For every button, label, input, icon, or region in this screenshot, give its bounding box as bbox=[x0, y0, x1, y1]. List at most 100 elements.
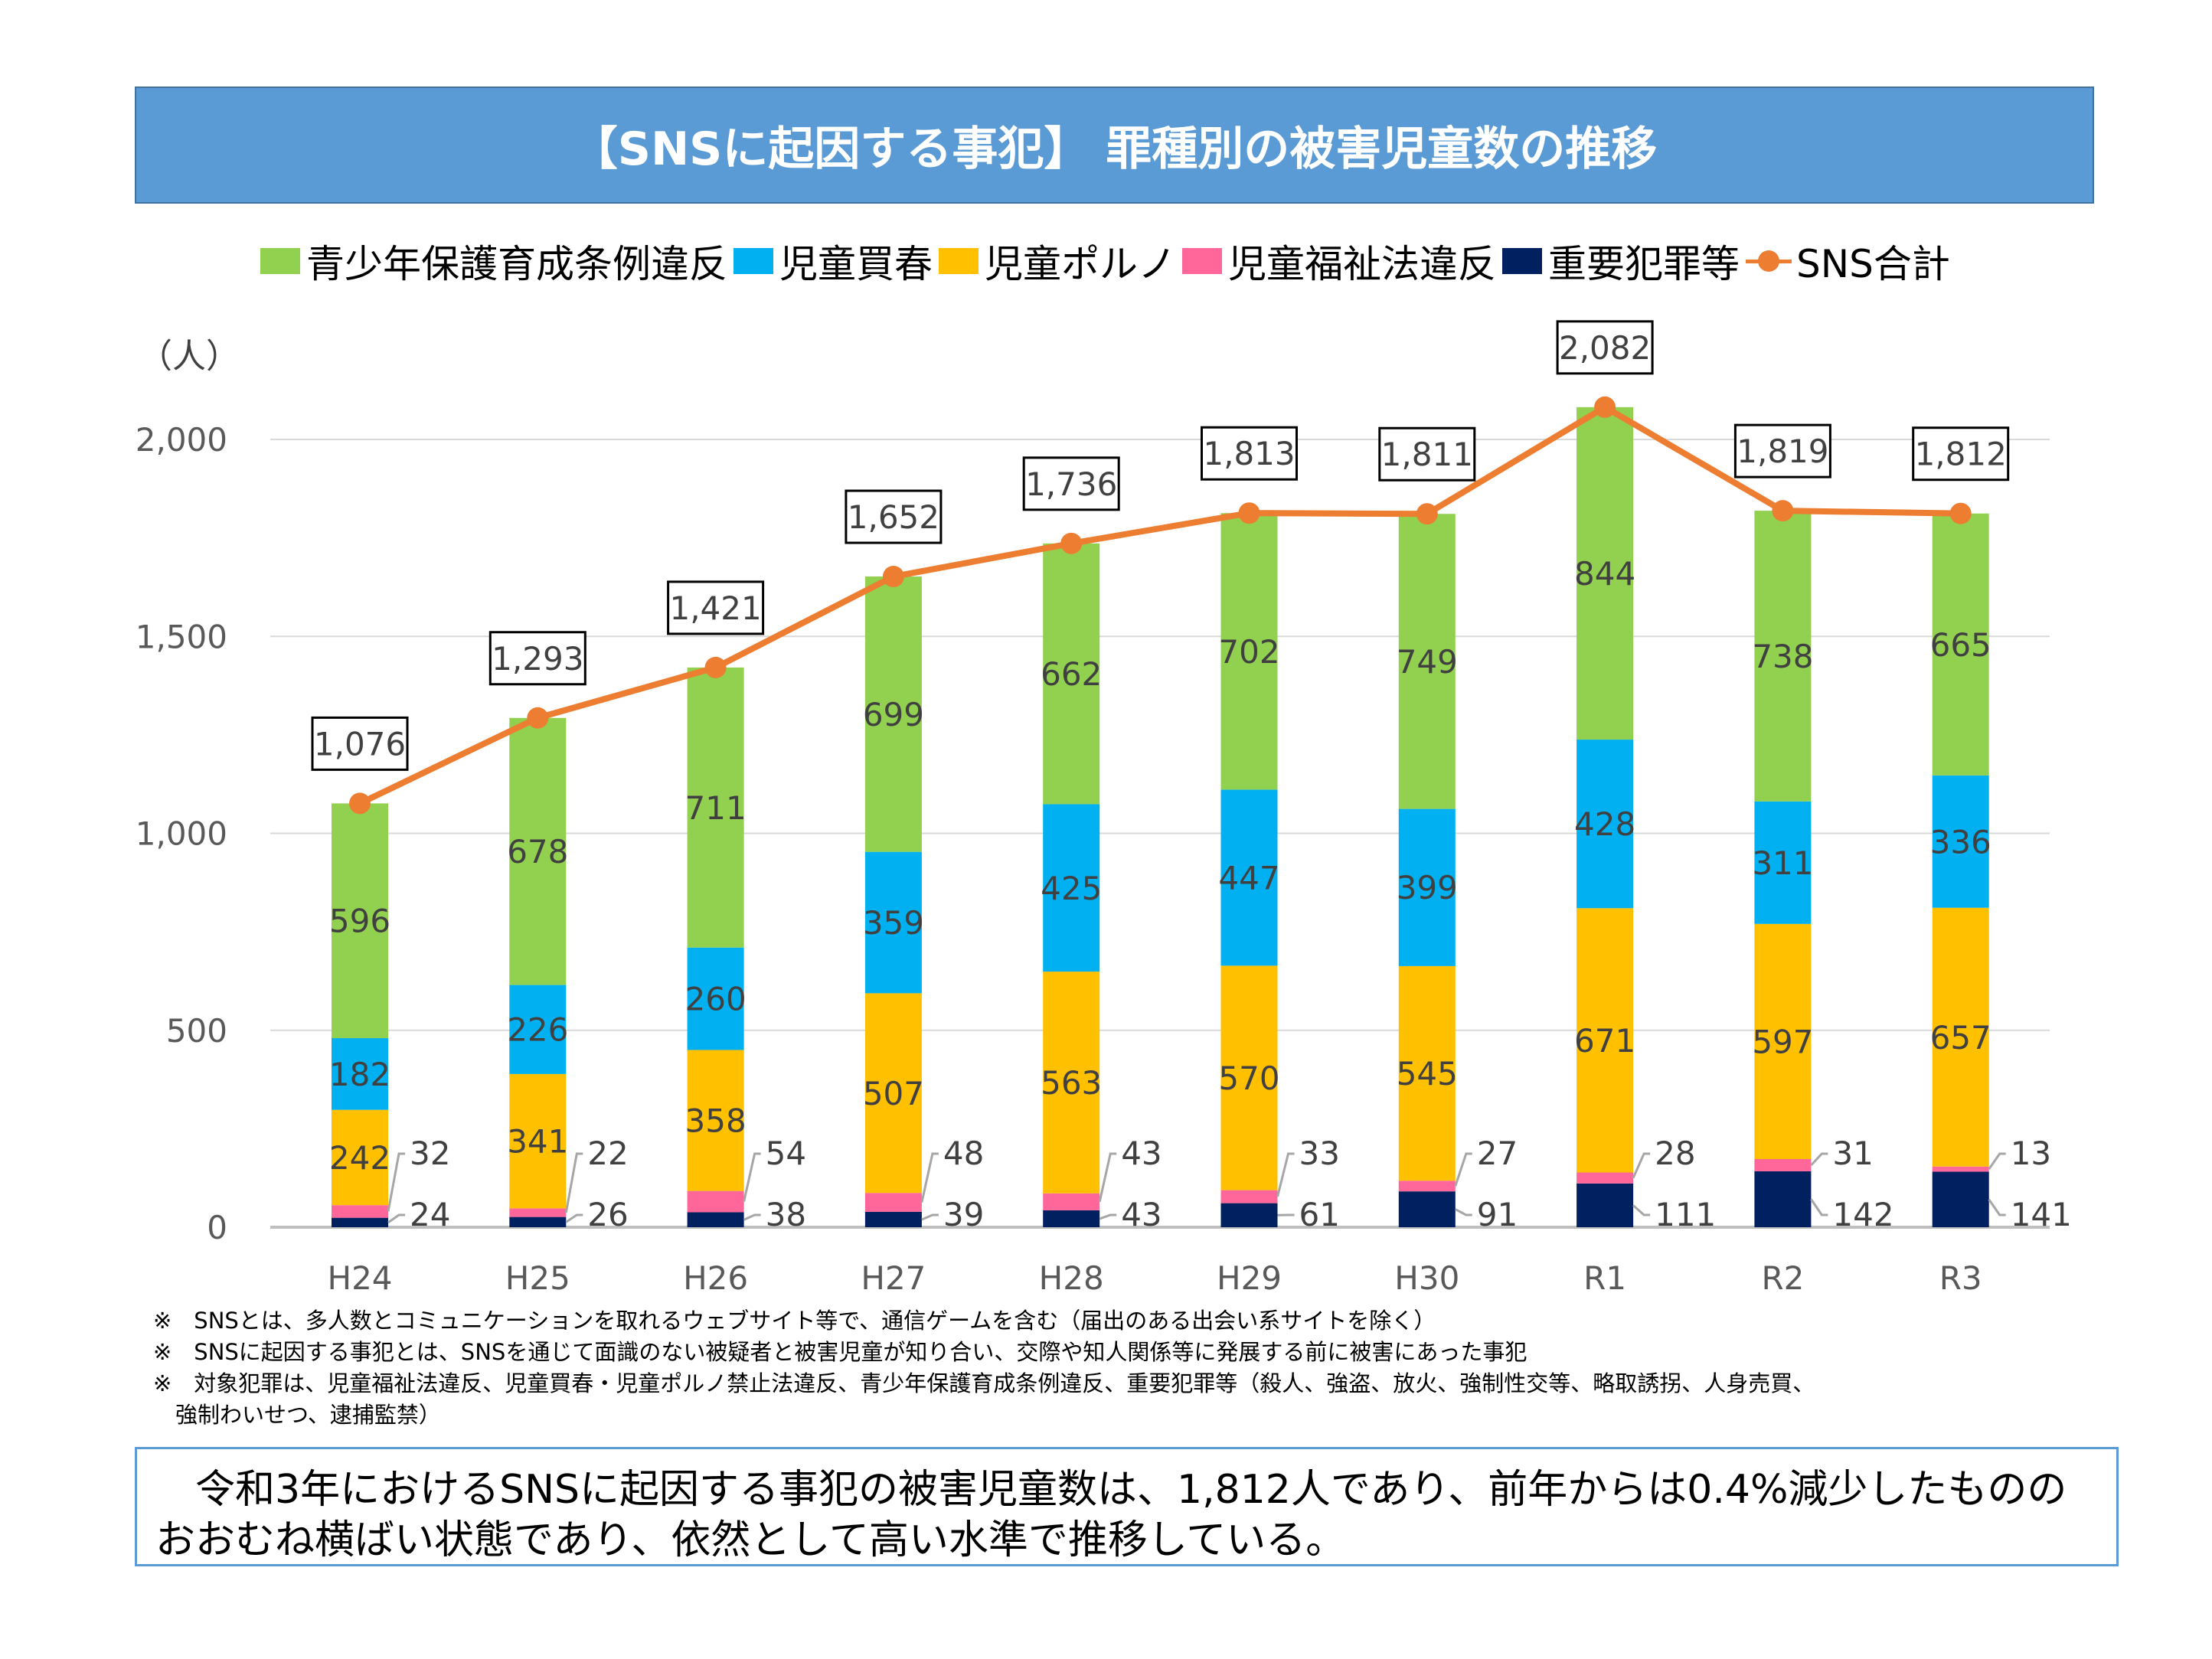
total-label-box bbox=[1022, 456, 1120, 511]
leader-line bbox=[743, 1152, 761, 1202]
total-label-box bbox=[311, 716, 409, 771]
legend-line-swatch bbox=[1746, 246, 1792, 276]
legend-swatch bbox=[734, 248, 773, 274]
bar-segment-welfare bbox=[332, 1205, 388, 1218]
bar-segment-prostitution bbox=[509, 985, 567, 1074]
note: 強制わいせつ、逮捕監禁） bbox=[153, 1402, 441, 1428]
summary-line: 令和3年におけるSNSに起因する事犯の被害児童数は、1,812人であり、前年から… bbox=[155, 1467, 2067, 1513]
legend-item-porn: 児童ポルノ bbox=[939, 234, 1176, 289]
legend-item-welfare: 児童福祉法違反 bbox=[1182, 234, 1496, 289]
legend-item-total: SNS合計 bbox=[1746, 234, 1950, 289]
data-label-youth: 665 bbox=[1930, 626, 1991, 664]
data-label-serious: 39 bbox=[943, 1196, 984, 1233]
x-tick-label: H24 bbox=[327, 1259, 392, 1297]
bar-segment-prostitution bbox=[1932, 775, 1989, 908]
total-label-box bbox=[1733, 423, 1831, 478]
x-tick-label: H25 bbox=[505, 1259, 570, 1297]
total-point bbox=[1416, 503, 1438, 525]
legend-item-youth: 青少年保護育成条例違反 bbox=[260, 234, 727, 289]
legend-label: 重要犯罪等 bbox=[1548, 242, 1740, 286]
note: ※ 対象犯罪は、児童福祉法違反、児童買春・児童ポルノ禁止法違反、青少年保護育成条… bbox=[153, 1370, 1815, 1396]
data-label-welfare: 13 bbox=[2011, 1135, 2051, 1172]
data-label-youth: 662 bbox=[1041, 655, 1102, 693]
y-tick-label: 2,000 bbox=[136, 421, 227, 459]
footnotes: ※ SNSとは、多人数とコミュニケーションを取れるウェブサイト等で、通信ゲームを… bbox=[153, 1305, 1815, 1431]
legend-label: 児童福祉法違反 bbox=[1228, 242, 1496, 286]
data-label-prostitution: 260 bbox=[685, 981, 747, 1018]
data-label-prostitution: 182 bbox=[329, 1056, 390, 1093]
data-label-serious: 26 bbox=[587, 1196, 628, 1233]
bar-segment-serious bbox=[1398, 1191, 1456, 1227]
bar-segment-prostitution bbox=[1220, 789, 1278, 966]
total-point bbox=[349, 792, 371, 815]
legend-swatch bbox=[939, 248, 979, 274]
legend-item-serious: 重要犯罪等 bbox=[1502, 234, 1740, 289]
total-point bbox=[1594, 396, 1616, 418]
bar-segment-serious bbox=[864, 1211, 922, 1227]
y-tick-label: 1,500 bbox=[136, 618, 227, 655]
data-label-porn: 242 bbox=[329, 1139, 390, 1177]
bar-segment-porn bbox=[1043, 972, 1100, 1194]
total-point bbox=[1060, 532, 1083, 554]
total-label: 1,736 bbox=[1025, 465, 1117, 503]
bar-segment-porn bbox=[332, 1109, 388, 1206]
data-label-prostitution: 311 bbox=[1752, 844, 1813, 882]
data-label-serious: 111 bbox=[1655, 1196, 1716, 1233]
title-text: 【SNSに起因する事犯】 罪種別の被害児童数の推移 bbox=[571, 122, 1658, 176]
chart-title: 【SNSに起因する事犯】 罪種別の被害児童数の推移 bbox=[135, 87, 2094, 204]
bar-segment-youth bbox=[1754, 511, 1812, 802]
bar-segment-porn bbox=[864, 993, 922, 1194]
leader-line bbox=[1455, 1208, 1472, 1216]
data-label-prostitution: 447 bbox=[1218, 859, 1279, 896]
y-tick-label: 500 bbox=[166, 1012, 227, 1050]
bar-segment-porn bbox=[1754, 923, 1812, 1159]
x-tick-label: R1 bbox=[1583, 1259, 1626, 1297]
data-label-porn: 507 bbox=[863, 1075, 924, 1112]
note: ※ SNSに起因する事犯とは、SNSを通じて面識のない被疑者と被害児童が知り合い… bbox=[153, 1339, 1527, 1365]
bar-segment-welfare bbox=[1754, 1158, 1812, 1171]
x-tick-label: R3 bbox=[1939, 1259, 1982, 1297]
legend: 青少年保護育成条例違反 児童買春 児童ポルノ 児童福祉法違反 重要犯罪等 SNS… bbox=[260, 234, 1956, 289]
data-label-youth: 699 bbox=[863, 696, 924, 733]
total-label-box bbox=[1201, 426, 1298, 481]
data-label-prostitution: 399 bbox=[1397, 869, 1458, 906]
data-label-serious: 24 bbox=[410, 1196, 450, 1233]
leader-line bbox=[1098, 1152, 1117, 1203]
data-label-serious: 141 bbox=[2011, 1196, 2072, 1233]
y-tick-label: 1,000 bbox=[136, 815, 227, 853]
total-label: 1,293 bbox=[492, 640, 583, 678]
bar-segment-serious bbox=[1576, 1183, 1634, 1227]
total-label: 1,421 bbox=[669, 589, 761, 627]
total-point bbox=[527, 707, 549, 729]
data-label-welfare: 43 bbox=[1121, 1135, 1162, 1172]
y-tick-label: 0 bbox=[207, 1209, 227, 1246]
data-label-porn: 597 bbox=[1752, 1023, 1813, 1060]
data-label-youth: 738 bbox=[1752, 638, 1813, 675]
total-point bbox=[882, 566, 904, 588]
bar-segment-youth bbox=[687, 667, 744, 948]
total-label: 1,819 bbox=[1737, 433, 1828, 470]
x-tick-label: R2 bbox=[1761, 1259, 1804, 1297]
data-label-youth: 678 bbox=[507, 833, 568, 870]
data-label-prostitution: 359 bbox=[863, 904, 924, 942]
bar-segment-porn bbox=[1398, 965, 1456, 1181]
bar-segment-youth bbox=[509, 717, 567, 985]
data-label-welfare: 54 bbox=[766, 1135, 806, 1172]
bar-segment-prostitution bbox=[687, 947, 744, 1050]
leader-line bbox=[1810, 1198, 1828, 1216]
bar-segment-serious bbox=[1043, 1210, 1100, 1227]
bar-segment-serious bbox=[509, 1216, 567, 1227]
x-tick-label: H27 bbox=[861, 1259, 926, 1297]
bar-segment-welfare bbox=[1043, 1193, 1100, 1210]
legend-label: 青少年保護育成条例違反 bbox=[306, 242, 727, 286]
bar-segment-prostitution bbox=[1398, 808, 1456, 966]
data-label-youth: 844 bbox=[1574, 555, 1635, 593]
bar-segment-porn bbox=[1576, 908, 1634, 1173]
bar-segment-serious bbox=[1220, 1203, 1278, 1227]
bar-segment-youth bbox=[1576, 407, 1634, 740]
legend-label: 児童ポルノ bbox=[985, 242, 1176, 286]
data-label-porn: 341 bbox=[507, 1123, 568, 1161]
leader-line bbox=[1454, 1152, 1472, 1187]
data-label-prostitution: 336 bbox=[1930, 823, 1991, 861]
